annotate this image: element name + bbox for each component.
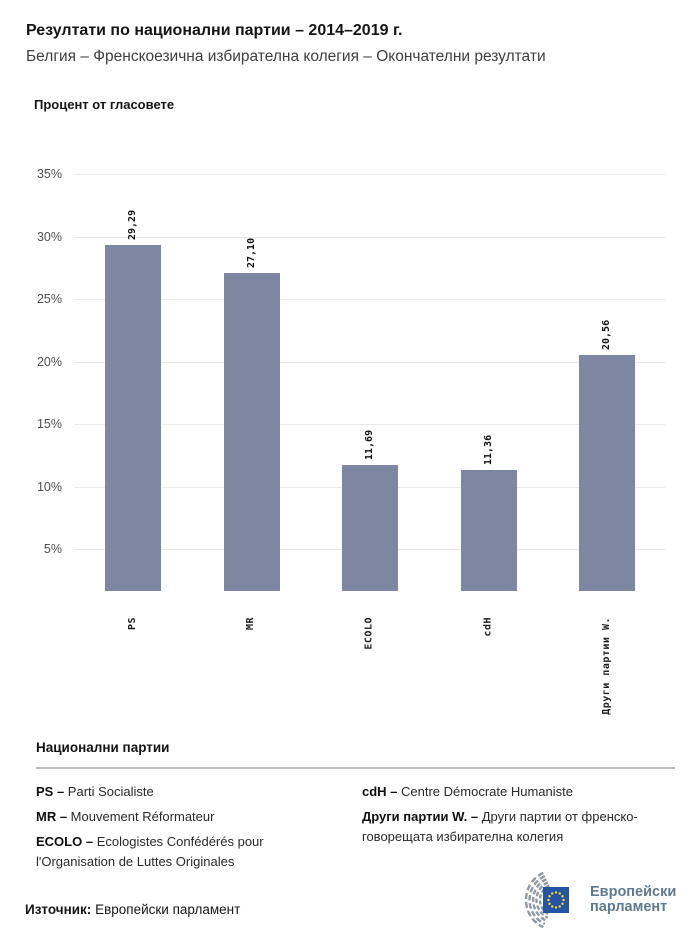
legend-entry: Други партии W. – Други партии от френск…	[362, 807, 675, 847]
gridline	[74, 361, 665, 363]
x-category-label: PS	[127, 617, 138, 631]
legend-entry-name: Ecologistes Confédérés pour l'Organisati…	[36, 834, 264, 869]
bar	[223, 272, 280, 591]
bar-value-label: 11,69	[364, 430, 375, 461]
source-text: Източник: Европейски парламент	[25, 902, 240, 917]
y-tick-label: 35%	[36, 167, 62, 181]
bar	[579, 354, 635, 591]
y-tick-label: 25%	[36, 292, 62, 306]
ep-logo: Европейски парламент	[512, 872, 676, 928]
legend-entry: PS – Parti Socialiste	[36, 782, 334, 802]
source-label: Източник:	[25, 902, 92, 917]
legend-entry-abbr: MR –	[36, 809, 68, 824]
x-category-label: cdH	[482, 617, 494, 637]
legend-entry-abbr: ECOLO –	[36, 834, 94, 849]
gridline	[74, 424, 665, 425]
legend-entry-name: Parti Socialiste	[64, 784, 154, 799]
legend-heading: Национални партии	[36, 740, 170, 755]
y-tick-label: 10%	[36, 479, 62, 494]
bar	[105, 245, 161, 591]
bar-value-label: 20,56	[601, 319, 612, 350]
legend-entry: ECOLO – Ecologistes Confédérés pour l'Or…	[36, 832, 334, 872]
legend-entry-abbr: cdH –	[362, 784, 398, 799]
ep-logo-text-line2: парламент	[590, 899, 668, 915]
gridline	[74, 174, 665, 175]
gridline	[74, 236, 665, 238]
x-category-label: Други партии W.	[601, 617, 612, 715]
legend-entry: MR – Mouvement Réformateur	[36, 807, 334, 827]
bar-value-label: 27,10	[245, 237, 257, 268]
eu-flag-icon	[543, 887, 569, 913]
x-category-label: MR	[245, 617, 257, 631]
source-value: Европейски парламент	[95, 902, 241, 917]
legend-divider	[36, 767, 675, 769]
legend-entry-name: Други партии от френско-говорещата избир…	[362, 809, 638, 844]
y-tick-label: 5%	[43, 542, 62, 556]
y-tick-label: 30%	[36, 229, 62, 244]
bar-value-label: 11,36	[482, 434, 494, 465]
page-title: Резултати по национални партии – 2014–20…	[26, 22, 403, 39]
ep-logo-text-line1: Европейски	[590, 884, 677, 900]
y-tick-label: 20%	[36, 354, 62, 369]
bar	[342, 465, 398, 591]
legend-entry-name: Mouvement Réformateur	[67, 809, 215, 824]
gridline	[74, 299, 665, 300]
legend-entry: cdH – Centre Démocrate Humaniste	[362, 782, 675, 802]
y-tick-label: 15%	[36, 417, 62, 431]
chart-title: Процент от гласовете	[34, 97, 175, 112]
legend-columns: PS – Parti Socialiste MR – Mouvement Réfo…	[36, 782, 675, 877]
bar	[460, 469, 517, 591]
legend-column-right: cdH – Centre Démocrate Humaniste Други па…	[362, 782, 675, 877]
eu-flag-stars	[547, 891, 565, 909]
x-category-label: ECOLO	[364, 617, 375, 650]
legend-entry-abbr: Други партии W. –	[362, 809, 479, 824]
legend-column-left: PS – Parti Socialiste MR – Mouvement Réfo…	[36, 782, 334, 877]
legend-entry-name: Centre Démocrate Humaniste	[397, 784, 573, 799]
page-subtitle: Белгия – Френскоезична избирателна колег…	[26, 48, 546, 65]
legend-entry-abbr: PS –	[36, 784, 65, 799]
ep-logo-text: Европейски парламент	[590, 885, 676, 915]
ep-hemicycle-icon	[524, 872, 569, 928]
bar-value-label: 29,29	[127, 210, 138, 241]
